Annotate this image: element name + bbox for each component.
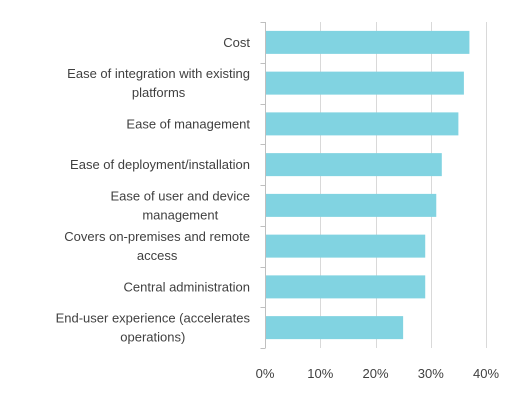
category-label: operations) (120, 330, 185, 345)
category-label: management (142, 207, 218, 222)
category-label: Cost (223, 35, 250, 50)
category-label: End-user experience (accelerates (56, 311, 251, 326)
bar-layer (266, 30, 470, 340)
bar (266, 71, 464, 95)
bar (266, 316, 404, 340)
category-label: access (137, 248, 178, 263)
category-label: Ease of management (126, 116, 250, 131)
grid-layer (260, 22, 487, 349)
x-tick-label: 30% (418, 366, 444, 381)
bar (266, 275, 426, 299)
x-tick-label: 0% (256, 366, 275, 381)
category-label: Ease of deployment/installation (70, 157, 250, 172)
category-label: Central administration (124, 279, 250, 294)
category-labels: Cost Ease of integration with existing pla… (56, 35, 251, 345)
x-tick-label: 10% (307, 366, 333, 381)
bar (266, 112, 459, 136)
bar (266, 30, 470, 54)
category-label: platforms (132, 85, 186, 100)
bar (266, 193, 437, 217)
bar (266, 234, 426, 258)
bar (266, 153, 442, 177)
category-label: Ease of user and device (111, 188, 250, 203)
category-label: Ease of integration with existing (67, 66, 250, 81)
category-label: Covers on-premises and remote (64, 229, 250, 244)
x-tick-labels: 0% 10% 20% 30% 40% (256, 366, 500, 381)
x-tick-label: 20% (362, 366, 388, 381)
x-tick-label: 40% (473, 366, 499, 381)
